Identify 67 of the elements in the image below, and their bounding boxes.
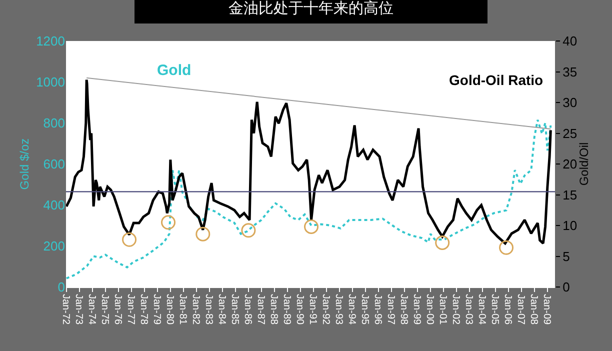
- x-tick-label: Jan-97: [385, 294, 396, 326]
- point: [161, 215, 176, 230]
- x-tick-label: Jan-81: [177, 294, 188, 326]
- x-tick-label: Jan-01: [437, 294, 448, 326]
- x-tick-label: Jan-98: [398, 294, 410, 326]
- y2-tick-label: 30: [562, 95, 578, 110]
- x-tick-label: Jan-09: [541, 294, 552, 326]
- x-tick-label: Jan-04: [476, 294, 488, 326]
- x-tick-label: Jan-84: [216, 294, 228, 326]
- x-tick-label: Jan-73: [73, 294, 84, 326]
- x-tick-label: Jan-72: [60, 294, 72, 326]
- y2-axis-title: Gold/Oil: [577, 142, 592, 186]
- text: Gold: [157, 62, 192, 79]
- x-tick-label: Jan-05: [489, 294, 500, 326]
- y2-tick-label: 0: [562, 280, 570, 295]
- point: [241, 223, 256, 238]
- y2-tick-label: 5: [562, 248, 570, 264]
- y2-tick-label: 15: [562, 187, 578, 202]
- x-tick-label: Jan-87: [255, 294, 266, 326]
- x-tick-label: Jan-83: [203, 294, 214, 326]
- text: Gold-Oil Ratio: [449, 72, 544, 88]
- x-tick-label: Jan-99: [411, 294, 422, 326]
- y-tick-label: 1200: [36, 34, 65, 49]
- x-tick-label: Jan-79: [151, 294, 162, 326]
- line-series: [66, 118, 552, 280]
- x-tick-label: Jan-03: [463, 294, 474, 326]
- y-tick-label: 200: [43, 238, 65, 254]
- x-tick-label: Jan-00: [424, 294, 436, 326]
- point: [196, 226, 210, 242]
- x-tick-label: Jan-02: [450, 294, 462, 326]
- x-tick-label: Jan-74: [86, 294, 98, 326]
- x-tick-label: Jan-06: [502, 294, 514, 326]
- y2-tick-label: 10: [562, 218, 578, 234]
- x-tick-label: Jan-91: [307, 294, 318, 326]
- x-tick-label: Jan-93: [333, 294, 344, 326]
- x-tick-label: Jan-94: [346, 294, 358, 326]
- y2-tick-label: 25: [562, 126, 578, 141]
- y-tick-label: 0: [58, 280, 65, 295]
- y2-tick-label: 20: [562, 156, 578, 172]
- y-tick-label: 1000: [36, 74, 65, 90]
- y-axis-title: Gold $/oz: [17, 138, 32, 190]
- y2-tick-label: 35: [562, 64, 578, 80]
- point: [499, 240, 514, 255]
- x-tick-label: Jan-95: [359, 294, 370, 326]
- x-tick-label: Jan-88: [268, 294, 280, 326]
- point: [122, 232, 137, 247]
- x-tick-label: Jan-76: [112, 294, 124, 326]
- x-tick-label: Jan-75: [99, 294, 110, 326]
- chart-title: 金油比处于十年来的高位: [228, 0, 394, 17]
- x-tick-label: Jan-77: [125, 294, 136, 326]
- x-tick-label: Jan-92: [320, 294, 332, 326]
- x-tick-label: Jan-08: [528, 294, 540, 326]
- x-tick-label: Jan-82: [190, 294, 202, 326]
- x-tick-label: Jan-90: [294, 294, 306, 326]
- x-tick-label: Jan-78: [138, 294, 150, 326]
- x-tick-label: Jan-85: [229, 294, 240, 326]
- x-tick-label: Jan-07: [515, 294, 526, 326]
- x-tick-label: Jan-96: [372, 294, 384, 326]
- y2-tick-label: 40: [562, 34, 578, 49]
- x-tick-label: Jan-89: [281, 294, 292, 326]
- y-tick-label: 800: [43, 116, 65, 131]
- y-tick-label: 400: [43, 198, 65, 213]
- point: [304, 219, 319, 234]
- x-tick-label: Jan-80: [164, 294, 176, 326]
- x-tick-label: Jan-86: [242, 294, 254, 326]
- y-tick-label: 600: [43, 156, 65, 172]
- point: [435, 235, 450, 250]
